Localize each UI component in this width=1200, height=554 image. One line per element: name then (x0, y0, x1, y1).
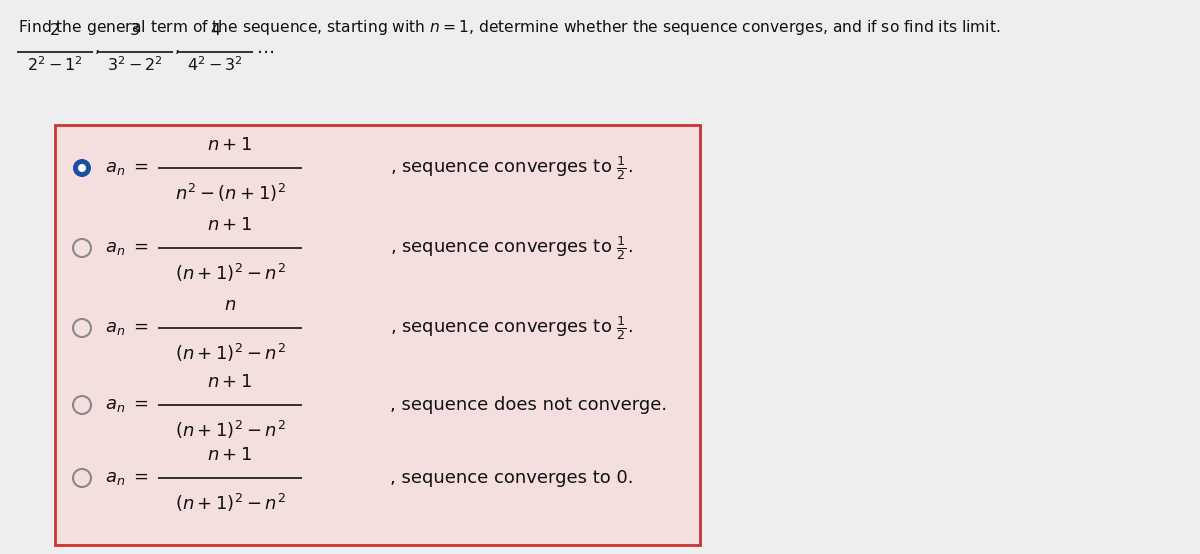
Text: $a_n\ =$: $a_n\ =$ (106, 239, 149, 257)
Text: $(n+1)^2-n^2$: $(n+1)^2-n^2$ (175, 342, 286, 364)
Text: , sequence converges to $\frac{1}{2}$.: , sequence converges to $\frac{1}{2}$. (390, 154, 632, 182)
Text: $4^2 - 3^2$: $4^2 - 3^2$ (187, 55, 242, 74)
Text: $n+1$: $n+1$ (208, 446, 253, 464)
Text: $n+1$: $n+1$ (208, 216, 253, 234)
Text: $n+1$: $n+1$ (208, 136, 253, 154)
Text: , sequence does not converge.: , sequence does not converge. (390, 396, 667, 414)
Text: , sequence converges to $\frac{1}{2}$.: , sequence converges to $\frac{1}{2}$. (390, 314, 632, 342)
Text: $a_n\ =$: $a_n\ =$ (106, 469, 149, 487)
Text: $a_n\ =$: $a_n\ =$ (106, 159, 149, 177)
Text: $(n+1)^2-n^2$: $(n+1)^2-n^2$ (175, 419, 286, 441)
Text: $2^2 - 1^2$: $2^2 - 1^2$ (28, 55, 83, 74)
Text: $a_n\ =$: $a_n\ =$ (106, 319, 149, 337)
Text: ,: , (95, 40, 100, 55)
Text: $n$: $n$ (224, 296, 236, 314)
Text: ,: , (175, 40, 180, 55)
Text: $(n+1)^2-n^2$: $(n+1)^2-n^2$ (175, 492, 286, 514)
Text: $n^2-(n+1)^2$: $n^2-(n+1)^2$ (175, 182, 286, 204)
Text: $(n+1)^2-n^2$: $(n+1)^2-n^2$ (175, 262, 286, 284)
Text: 3: 3 (130, 23, 140, 38)
Circle shape (78, 164, 86, 172)
Text: 2: 2 (50, 23, 60, 38)
Circle shape (73, 159, 91, 177)
Text: $a_n\ =$: $a_n\ =$ (106, 396, 149, 414)
Text: 4: 4 (210, 23, 220, 38)
Text: $n+1$: $n+1$ (208, 373, 253, 391)
Bar (55, 125, 700, 545)
Text: …: … (257, 39, 275, 57)
Text: , sequence converges to 0.: , sequence converges to 0. (390, 469, 634, 487)
Text: Find the general term of the sequence, starting with $n = 1$, determine whether : Find the general term of the sequence, s… (18, 18, 1001, 37)
Text: $3^2 - 2^2$: $3^2 - 2^2$ (107, 55, 163, 74)
Text: , sequence converges to $\frac{1}{2}$.: , sequence converges to $\frac{1}{2}$. (390, 234, 632, 262)
